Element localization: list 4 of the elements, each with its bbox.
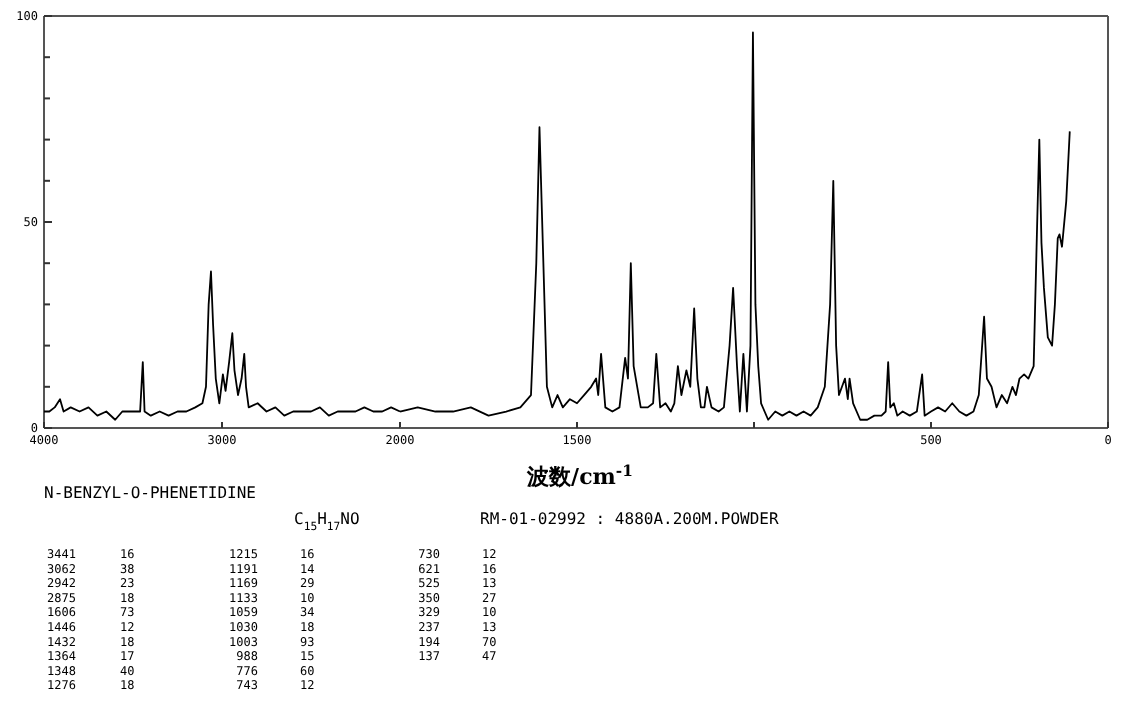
text: RM-01-02992 : 4880A.200M.POWDER xyxy=(480,510,779,528)
text: C$_{15}$H$_{17}$NO xyxy=(294,510,360,534)
x-axis-title: 波数/cm$^{-1}$ xyxy=(525,461,633,490)
text: N-BENZYL-O-PHENETIDINE xyxy=(44,484,257,502)
